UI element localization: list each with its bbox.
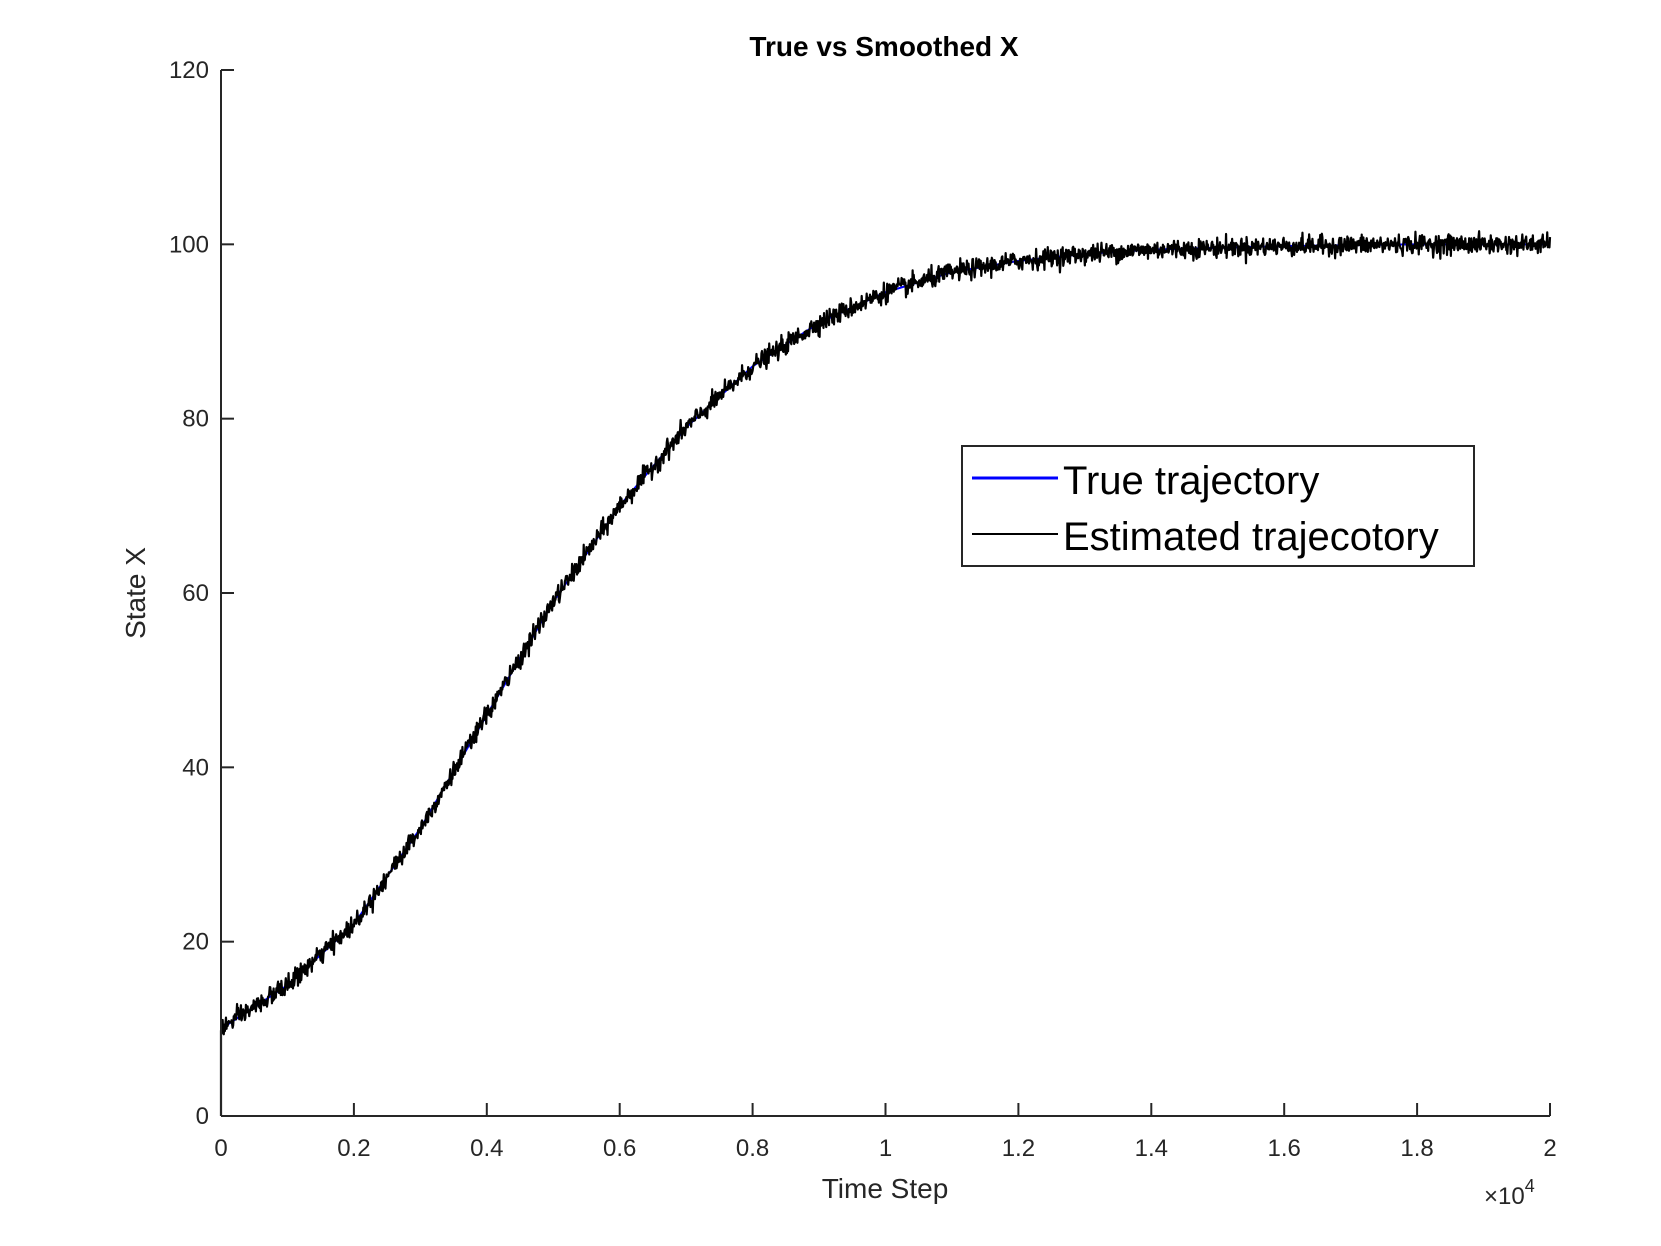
x-tick-label: 1.8: [1400, 1135, 1433, 1162]
legend-box: [961, 445, 1475, 567]
x-tick-label: 2: [1543, 1135, 1556, 1162]
series-layer: [219, 230, 1552, 1116]
x-axis-exponent-power: 4: [1525, 1176, 1535, 1196]
chart-title: True vs Smoothed X: [749, 31, 1018, 62]
y-ticks: 0 20 40 60 80 100 120: [169, 57, 234, 1130]
y-tick-label: 80: [182, 406, 209, 433]
x-tick-label: 0.6: [603, 1135, 636, 1162]
x-tick-label: 0.2: [337, 1135, 370, 1162]
x-ticks: 0 0.2 0.4 0.6 0.8 1 1.2 1.4 1.6 1.8 2: [214, 1103, 1557, 1162]
x-tick-label: 1.6: [1268, 1135, 1301, 1162]
y-tick-label: 20: [182, 929, 209, 956]
x-tick-label: 0: [214, 1135, 227, 1162]
legend-label-estimated: Estimated trajecotory: [1063, 515, 1439, 559]
y-tick-label: 40: [182, 754, 209, 781]
y-tick-label: 0: [196, 1103, 209, 1130]
x-axis-label: Time Step: [822, 1173, 949, 1204]
x-tick-label: 1.2: [1002, 1135, 1035, 1162]
y-axis-label: State X: [120, 547, 151, 639]
y-tick-label: 100: [169, 231, 209, 258]
x-tick-label: 1: [879, 1135, 892, 1162]
legend-label-true: True trajectory: [1063, 459, 1319, 503]
x-axis-exponent-base: ×10: [1484, 1183, 1525, 1210]
x-tick-label: 0.4: [470, 1135, 503, 1162]
x-tick-label: 1.4: [1135, 1135, 1168, 1162]
y-tick-label: 120: [169, 57, 209, 84]
legend: True trajectory Estimated trajecotory: [961, 445, 1475, 567]
x-tick-label: 0.8: [736, 1135, 769, 1162]
y-tick-label: 60: [182, 580, 209, 607]
x-axis-exponent: ×104: [1484, 1176, 1535, 1210]
series-line-estimated: [219, 230, 1552, 1116]
